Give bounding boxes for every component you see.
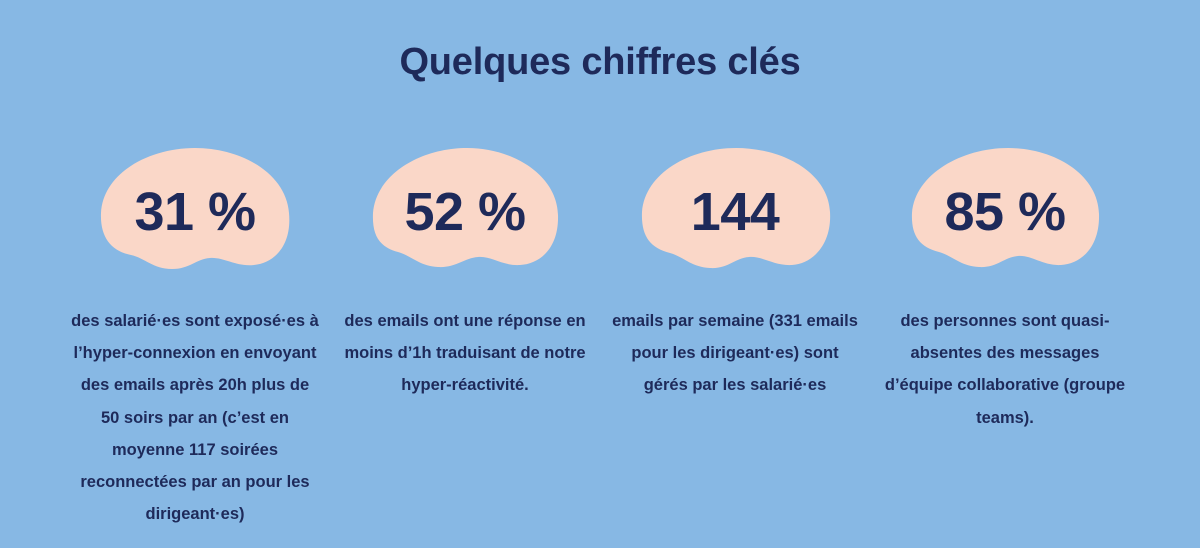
stat-blob-1: 31 % <box>98 145 293 275</box>
stat-caption-4: des personnes sont quasi-absentes des me… <box>884 312 1126 427</box>
stat-value-2: 52 % <box>404 182 526 242</box>
stat-blob-4: 85 % <box>908 145 1103 275</box>
stat-value-3: 144 <box>690 182 780 242</box>
stat-card-3: 144 emails par semaine (331 emails pour … <box>600 145 870 402</box>
stat-caption-2: des emails ont une réponse en moins d’1h… <box>344 312 586 395</box>
stat-card-1: 31 % des salarié·es sont exposé·es à l’h… <box>60 145 330 530</box>
page-title: Quelques chiffres clés <box>399 41 801 83</box>
stat-blob-2: 52 % <box>368 145 563 275</box>
blob-shape-icon <box>372 148 558 268</box>
stat-card-2: 52 % des emails ont une réponse en moins… <box>330 145 600 402</box>
stat-blob-3: 144 <box>638 145 833 275</box>
blob-shape-icon <box>100 148 289 269</box>
blob-shape-icon <box>911 148 1099 268</box>
stats-row: 31 % des salarié·es sont exposé·es à l’h… <box>0 145 1200 530</box>
stat-value-1: 31 % <box>134 182 256 242</box>
stat-value-4: 85 % <box>944 182 1066 242</box>
stat-caption-1: des salarié·es sont exposé·es à l’hyper-… <box>71 312 319 524</box>
stat-card-4: 85 % des personnes sont quasi-absentes d… <box>870 145 1140 434</box>
blob-shape-icon <box>641 148 830 269</box>
stat-caption-3: emails par semaine (331 emails pour les … <box>612 312 858 395</box>
